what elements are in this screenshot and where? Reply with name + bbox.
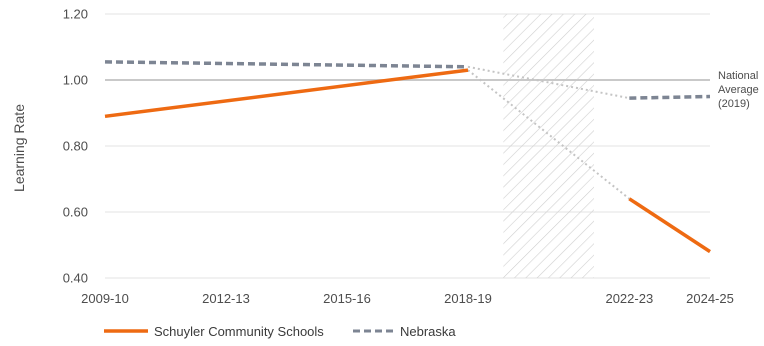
y-tick-label: 1.00 [63,73,88,88]
nebraska-line-segment [629,94,711,100]
y-tick-label: 0.40 [63,271,88,286]
y-axis-title: Learning Rate [11,104,27,192]
x-tick-label: 2022-23 [605,291,653,306]
x-tick-label: 2018-19 [444,291,492,306]
x-tick-label: 2012-13 [202,291,250,306]
nebraska-line-segment [104,60,469,69]
y-tick-label: 0.60 [63,205,88,220]
x-tick-label: 2009-10 [81,291,129,306]
shaded-period [503,14,594,278]
legend-label-nebraska: Nebraska [400,324,456,339]
y-tick-label: 0.80 [63,139,88,154]
legend-label-schuyler: Schuyler Community Schools [154,324,324,339]
x-tick-label: 2015-16 [323,291,371,306]
nebraska-gap-connector [467,65,630,100]
schuyler-community-schools-gap-connector [467,69,630,200]
x-tick-label: 2024-25 [686,291,734,306]
schuyler-community-schools-line-segment [104,68,469,119]
national-average-label: National Average (2019) [718,70,759,110]
schuyler-community-schools-line-segment [628,197,711,254]
y-tick-label: 1.20 [63,7,88,22]
